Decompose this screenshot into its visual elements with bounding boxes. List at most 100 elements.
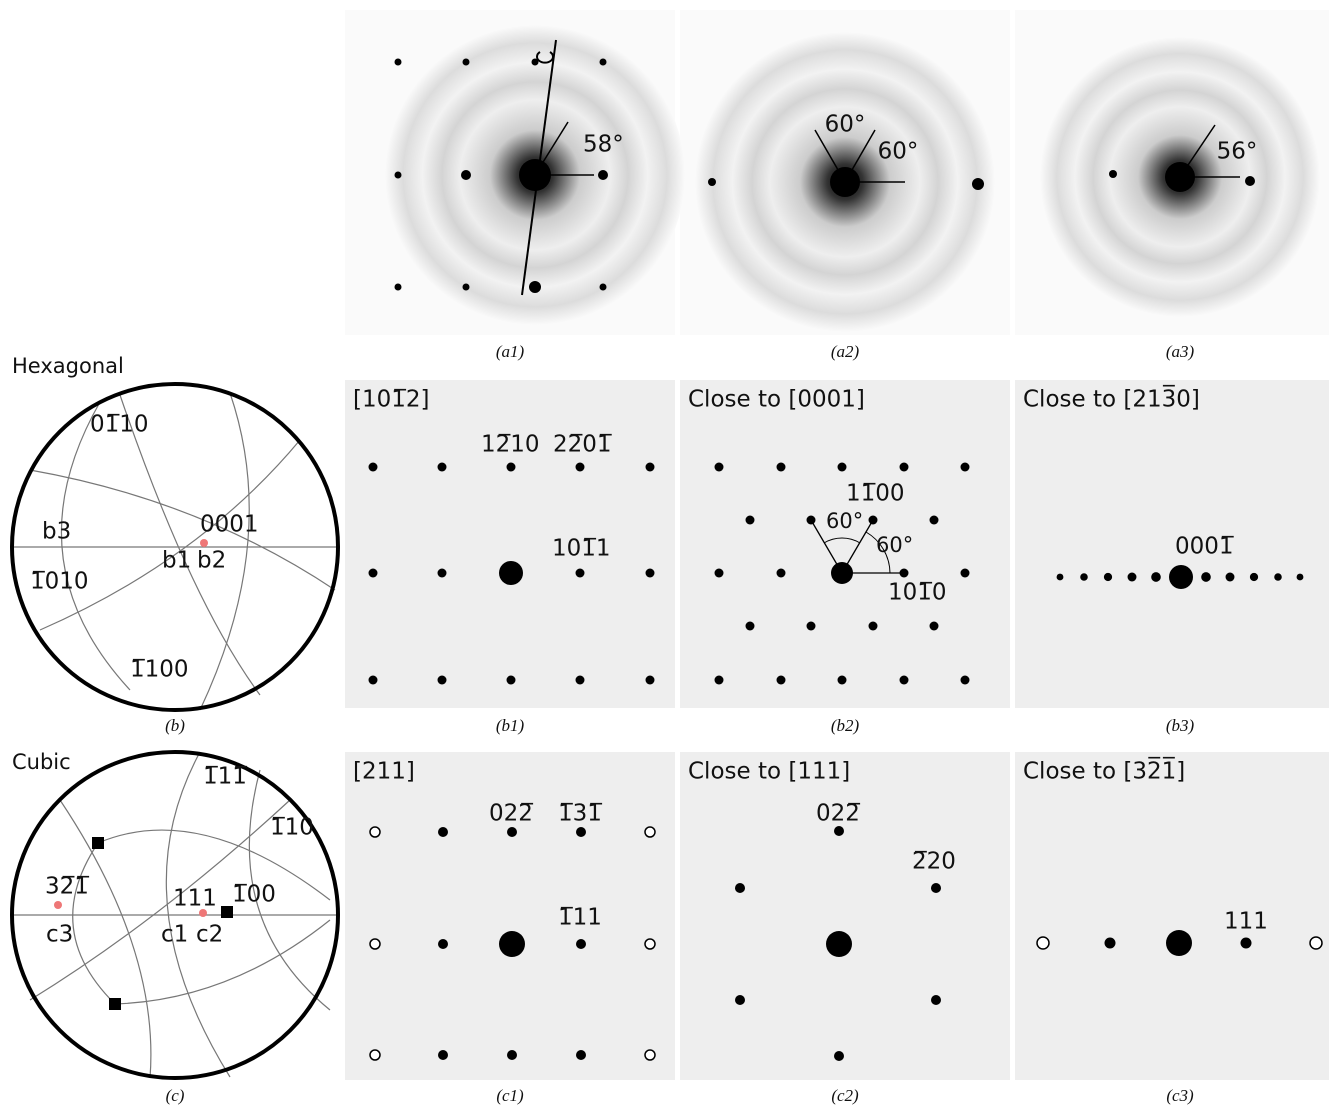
spot: [807, 622, 816, 631]
spot: [900, 463, 909, 472]
spot: [532, 59, 539, 66]
angle-label: 60°: [826, 509, 863, 533]
caption: (a1): [496, 342, 525, 361]
caption: (b1): [496, 716, 525, 735]
spot: [1226, 573, 1235, 582]
spot: [777, 569, 786, 578]
spot: [1105, 938, 1116, 949]
spot: [369, 569, 378, 578]
angle-label: 60°: [825, 112, 866, 138]
spot: [507, 827, 517, 837]
pole-label: b3: [42, 519, 71, 545]
spot: [869, 622, 878, 631]
spot: [646, 676, 655, 685]
spot: [1241, 938, 1252, 949]
spot: [1109, 170, 1117, 178]
pole-label: 0001: [200, 512, 259, 538]
angle-label: 60°: [878, 139, 919, 165]
spot: [507, 1050, 517, 1060]
spot: [735, 995, 745, 1005]
section-title: Cubic: [12, 750, 71, 774]
spot: [529, 281, 541, 293]
pole-label: 1̅11̅: [203, 764, 248, 790]
spot: [777, 676, 786, 685]
angle-label: 56°: [1217, 139, 1258, 165]
spot-label: 111: [1224, 909, 1268, 935]
spot: [576, 827, 586, 837]
section-title: Hexagonal: [12, 354, 124, 378]
pole-label: 111: [173, 886, 217, 912]
spot: [463, 59, 470, 66]
spot: [961, 463, 970, 472]
spot: [438, 827, 448, 837]
spot: [499, 931, 525, 957]
spot-label: 12̅10: [481, 432, 540, 458]
spot: [1169, 565, 1193, 589]
spot: [1166, 930, 1192, 956]
pole-label: 1̅100: [130, 657, 189, 683]
spot: [576, 569, 585, 578]
spot-label: 101̅1: [552, 536, 611, 562]
spot: [1250, 573, 1258, 581]
spot: [1245, 176, 1255, 186]
spot: [519, 159, 551, 191]
spot: [900, 676, 909, 685]
pole-label: 32̅1̅: [45, 874, 90, 900]
spot: [1310, 937, 1322, 949]
pole-label: b1: [162, 548, 191, 574]
caption: (a3): [1166, 342, 1195, 361]
spot: [507, 676, 516, 685]
spot-label: 0001̅: [1175, 534, 1235, 560]
spot: [438, 569, 447, 578]
spot: [1104, 573, 1112, 581]
angle-label: 58°: [583, 132, 624, 158]
zone-label: [101̅2]: [353, 387, 429, 413]
spot: [831, 562, 853, 584]
spot: [438, 1050, 448, 1060]
spot: [930, 516, 939, 525]
stereogram: [12, 752, 338, 1078]
spot-label: 1̅31̅: [558, 801, 603, 827]
spot: [598, 170, 608, 180]
spot: [708, 178, 716, 186]
spot: [507, 463, 516, 472]
spot: [600, 284, 607, 291]
spot: [931, 883, 941, 893]
spot: [369, 463, 378, 472]
spot: [838, 676, 847, 685]
spot: [715, 569, 724, 578]
spot-label: 022̅: [489, 801, 534, 827]
pole-label: 1̅10: [270, 815, 314, 841]
zone-label: Close to [111]: [688, 759, 850, 785]
spot: [395, 59, 402, 66]
spot: [369, 676, 378, 685]
spot: [370, 939, 380, 949]
pole-label: 1̅00: [232, 882, 276, 908]
spot: [746, 622, 755, 631]
spot: [395, 172, 402, 179]
spot: [869, 516, 878, 525]
spot: [830, 167, 860, 197]
caption: (b3): [1166, 716, 1195, 735]
spot-label: 022̅: [816, 801, 861, 827]
spot: [1201, 572, 1211, 582]
spot: [1274, 573, 1282, 581]
spot: [834, 826, 844, 836]
zone-label: Close to [213̅0]: [1023, 384, 1200, 412]
caption: (b): [165, 716, 185, 735]
spot: [715, 676, 724, 685]
spot: [1057, 574, 1064, 581]
spot: [826, 931, 852, 957]
caption: (c3): [1166, 1086, 1194, 1105]
spot: [438, 939, 448, 949]
spot: [576, 676, 585, 685]
spot: [838, 463, 847, 472]
spot: [438, 676, 447, 685]
spot: [1297, 574, 1304, 581]
pole-label: c2: [196, 922, 223, 948]
caption: (b2): [831, 716, 860, 735]
spot: [600, 59, 607, 66]
pole-label: b2: [197, 548, 226, 574]
spot: [735, 883, 745, 893]
pole-label: c3: [46, 922, 73, 948]
